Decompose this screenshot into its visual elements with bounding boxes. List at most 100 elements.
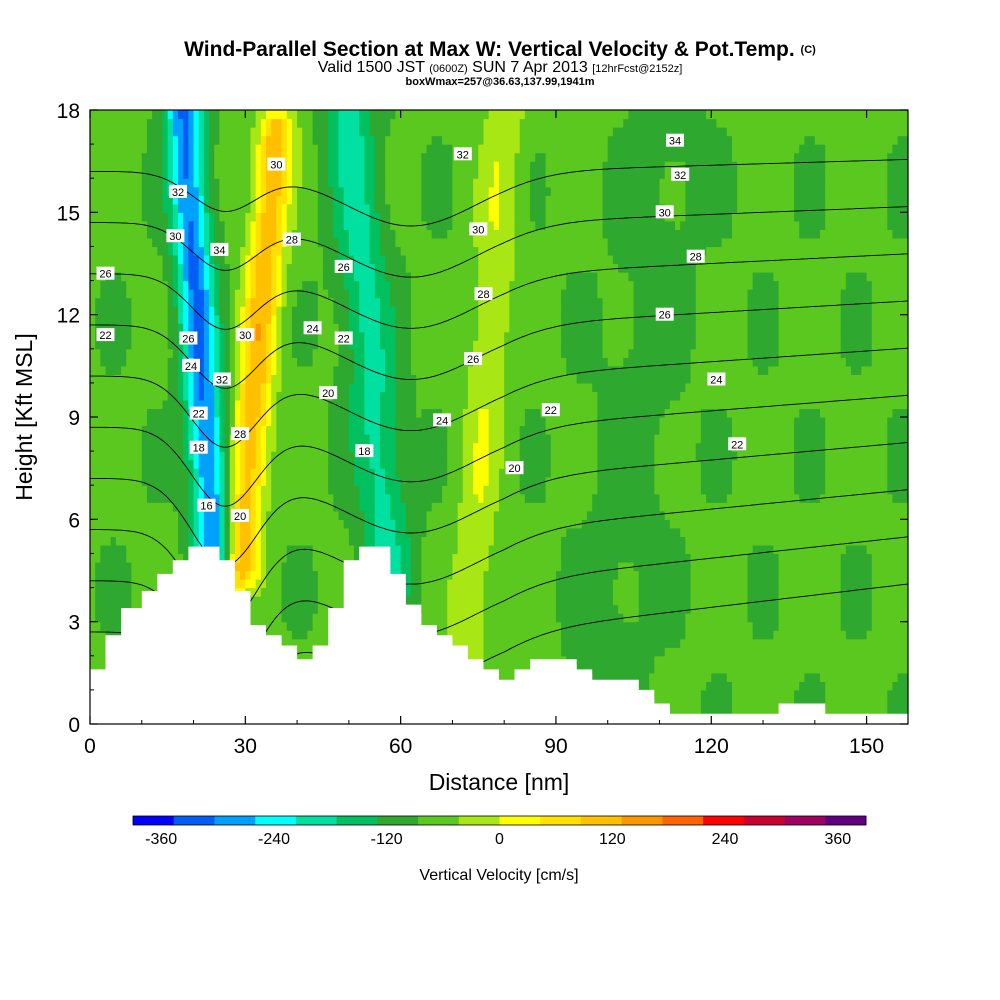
w-cell: [478, 519, 485, 529]
w-cell: [234, 152, 241, 162]
w-cell: [514, 391, 521, 401]
w-cell: [462, 331, 469, 341]
w-cell: [271, 425, 277, 435]
w-cell: [255, 340, 262, 350]
w-cell: [488, 127, 495, 137]
w-cell: [509, 647, 516, 657]
w-cell: [359, 476, 365, 486]
w-cell: [126, 408, 133, 418]
w-cell: [421, 468, 428, 478]
w-cell: [483, 382, 490, 393]
w-cell: [260, 519, 267, 529]
w-cell: [167, 365, 174, 375]
w-cell: [509, 323, 516, 333]
w-cell: [281, 493, 288, 503]
w-cell: [447, 152, 454, 162]
w-cell: [302, 280, 309, 290]
w-cell: [317, 442, 324, 452]
w-cell: [359, 331, 365, 341]
w-cell: [467, 442, 474, 452]
w-cell: [504, 323, 510, 333]
w-cell: [141, 391, 148, 401]
w-cell: [141, 348, 148, 358]
w-cell: [436, 459, 443, 469]
w-cell: [354, 280, 360, 290]
w-cell: [421, 596, 428, 606]
w-cell: [291, 254, 298, 265]
w-cell: [131, 451, 138, 461]
w-cell: [509, 135, 516, 145]
w-cell: [369, 186, 376, 196]
w-cell: [152, 544, 158, 555]
w-cell: [478, 638, 485, 648]
w-cell: [110, 110, 117, 120]
w-cell: [504, 621, 510, 631]
w-cell: [473, 638, 479, 648]
w-cell: [121, 186, 127, 196]
w-cell: [483, 391, 490, 401]
w-cell: [276, 587, 283, 597]
w-cell: [95, 451, 101, 461]
w-cell: [271, 212, 277, 222]
w-cell: [105, 144, 112, 154]
w-cell: [478, 510, 485, 520]
w-cell: [219, 306, 226, 316]
w-cell: [400, 544, 407, 555]
w-cell: [224, 297, 231, 307]
w-cell: [405, 502, 412, 512]
w-cell: [188, 135, 195, 145]
w-cell: [333, 152, 340, 162]
w-cell: [354, 118, 360, 128]
w-cell: [307, 348, 314, 358]
w-cell: [307, 357, 314, 367]
w-cell: [281, 110, 288, 120]
w-cell: [488, 280, 495, 290]
w-cell: [121, 596, 127, 606]
w-cell: [348, 229, 355, 239]
w-cell: [462, 502, 469, 512]
w-cell: [240, 246, 246, 256]
w-cell: [379, 425, 386, 435]
w-cell: [416, 110, 422, 120]
w-cell: [302, 254, 309, 265]
w-cell: [110, 161, 117, 171]
w-cell: [395, 135, 402, 145]
w-cell: [302, 382, 309, 393]
w-cell: [447, 246, 454, 256]
w-cell: [131, 254, 138, 265]
w-cell: [193, 425, 200, 435]
w-cell: [152, 476, 158, 486]
w-cell: [338, 553, 345, 563]
w-cell: [291, 263, 298, 273]
w-cell: [354, 544, 360, 555]
w-cell: [514, 664, 521, 674]
w-cell: [390, 161, 397, 171]
w-cell: [354, 382, 360, 393]
w-cell: [286, 468, 293, 478]
w-cell: [426, 604, 433, 614]
w-cell: [436, 561, 443, 572]
w-cell: [297, 382, 303, 393]
w-cell: [390, 254, 397, 265]
w-cell: [328, 186, 334, 196]
w-cell: [198, 297, 205, 307]
w-cell: [499, 485, 505, 495]
w-cell: [328, 203, 334, 213]
w-cell: [152, 272, 158, 282]
w-cell: [245, 152, 252, 162]
w-cell: [229, 331, 236, 341]
w-cell: [266, 544, 272, 555]
w-cell: [499, 527, 505, 537]
w-cell: [312, 519, 319, 529]
w-cell: [255, 135, 262, 145]
w-cell: [317, 485, 324, 495]
w-cell: [452, 579, 459, 589]
w-cell: [167, 476, 174, 486]
w-cell: [457, 434, 464, 444]
w-cell: [224, 152, 231, 162]
w-cell: [250, 536, 257, 546]
w-cell: [312, 110, 319, 120]
w-cell: [379, 144, 386, 154]
w-cell: [328, 220, 334, 230]
w-cell: [312, 570, 319, 580]
